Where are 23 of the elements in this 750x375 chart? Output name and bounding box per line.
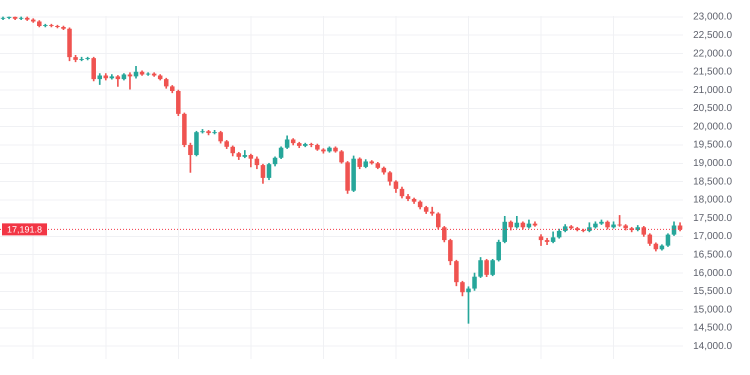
y-tick-label: 19,500.0: [693, 140, 732, 151]
y-tick-label: 22,000.0: [693, 48, 732, 60]
y-tick-label: 16,000.0: [693, 268, 732, 279]
y-tick-label: 22,500.0: [693, 30, 732, 41]
y-tick-label: 23,000.0: [693, 12, 732, 23]
candlestick: [466, 286, 471, 324]
candlestick: [200, 129, 205, 134]
y-tick-label: 18,000.0: [693, 194, 732, 206]
y-tick-label: 21,500.0: [693, 66, 732, 78]
y-tick-label: 21,000.0: [693, 84, 732, 96]
y-tick-label: 15,500.0: [693, 286, 732, 298]
y-tick-label: 16,500.0: [693, 249, 732, 260]
y-tick-label: 20,000.0: [693, 121, 732, 132]
candlestick: [128, 72, 132, 90]
y-tick-label: 14,500.0: [693, 322, 732, 334]
y-tick-label: 17,000.0: [693, 231, 732, 242]
y-tick-label: 17,500.0: [693, 212, 732, 224]
y-tick-label: 15,000.0: [693, 304, 732, 316]
y-tick-label: 20,500.0: [693, 103, 732, 114]
y-tick-label: 19,000.0: [693, 158, 732, 170]
ref-line-label: 17,191.8: [7, 224, 42, 234]
y-tick-label: 18,500.0: [693, 176, 732, 188]
y-tick-label: 14,000.0: [693, 340, 732, 352]
